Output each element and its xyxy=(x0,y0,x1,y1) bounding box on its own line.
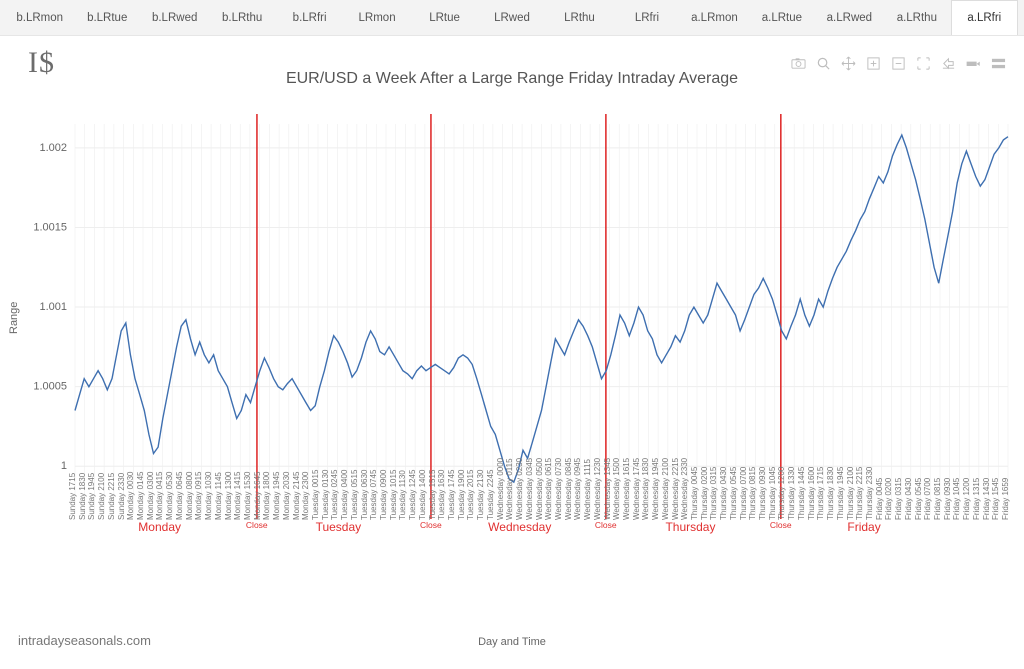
tab-lrtue[interactable]: LRtue xyxy=(411,0,478,35)
tab-bar: b.LRmonb.LRtueb.LRwedb.LRthub.LRfriLRmon… xyxy=(0,0,1024,36)
chart-toolbar xyxy=(791,56,1006,71)
tab-b-lrthu[interactable]: b.LRthu xyxy=(208,0,275,35)
tab-lrfri[interactable]: LRfri xyxy=(613,0,680,35)
day-label-monday: Monday xyxy=(138,520,181,534)
tab-b-lrtue[interactable]: b.LRtue xyxy=(73,0,140,35)
y-axis-label: Range xyxy=(8,302,20,334)
svg-text:1.002: 1.002 xyxy=(39,142,67,154)
tab-b-lrmon[interactable]: b.LRmon xyxy=(6,0,73,35)
autoscale-icon[interactable] xyxy=(916,56,931,71)
tab-a-lrthu[interactable]: a.LRthu xyxy=(883,0,950,35)
zoom-out-icon[interactable] xyxy=(891,56,906,71)
tab-a-lrfri[interactable]: a.LRfri xyxy=(951,0,1018,35)
close-label: Close xyxy=(595,520,617,530)
day-label-tuesday: Tuesday xyxy=(316,520,362,534)
day-label-thursday: Thursday xyxy=(665,520,715,534)
hover-icon[interactable] xyxy=(966,56,981,71)
zoom-in-icon[interactable] xyxy=(866,56,881,71)
svg-text:1.0015: 1.0015 xyxy=(33,221,67,233)
logo: I$ xyxy=(28,46,55,80)
zoom-icon[interactable] xyxy=(816,56,831,71)
close-label: Close xyxy=(770,520,792,530)
tab-a-lrmon[interactable]: a.LRmon xyxy=(681,0,748,35)
compare-icon[interactable] xyxy=(991,56,1006,71)
tab-lrwed[interactable]: LRwed xyxy=(478,0,545,35)
svg-text:1: 1 xyxy=(61,460,67,472)
footer: intradayseasonals.com xyxy=(18,633,151,648)
pan-icon[interactable] xyxy=(841,56,856,71)
camera-icon[interactable] xyxy=(791,56,806,71)
tab-b-lrfri[interactable]: b.LRfri xyxy=(276,0,343,35)
day-label-wednesday: Wednesday xyxy=(488,520,551,534)
tab-b-lrwed[interactable]: b.LRwed xyxy=(141,0,208,35)
svg-text:1.001: 1.001 xyxy=(39,301,67,313)
close-label: Close xyxy=(246,520,268,530)
close-label: Close xyxy=(420,520,442,530)
tab-a-lrtue[interactable]: a.LRtue xyxy=(748,0,815,35)
chart-title: EUR/USD a Week After a Large Range Frida… xyxy=(0,70,1024,88)
tab-a-lrwed[interactable]: a.LRwed xyxy=(816,0,883,35)
chart-area[interactable]: 11.00051.0011.00151.002 Range Sunday 171… xyxy=(0,94,1024,654)
day-label-friday: Friday xyxy=(847,520,880,534)
x-axis-label: Day and Time xyxy=(0,636,1024,648)
svg-text:1.0005: 1.0005 xyxy=(33,381,67,393)
tab-lrthu[interactable]: LRthu xyxy=(546,0,613,35)
tab-lrmon[interactable]: LRmon xyxy=(343,0,410,35)
reset-icon[interactable] xyxy=(941,56,956,71)
chart-svg: 1 1.0005 1.001 1.0015 1.002 xyxy=(0,94,1024,654)
